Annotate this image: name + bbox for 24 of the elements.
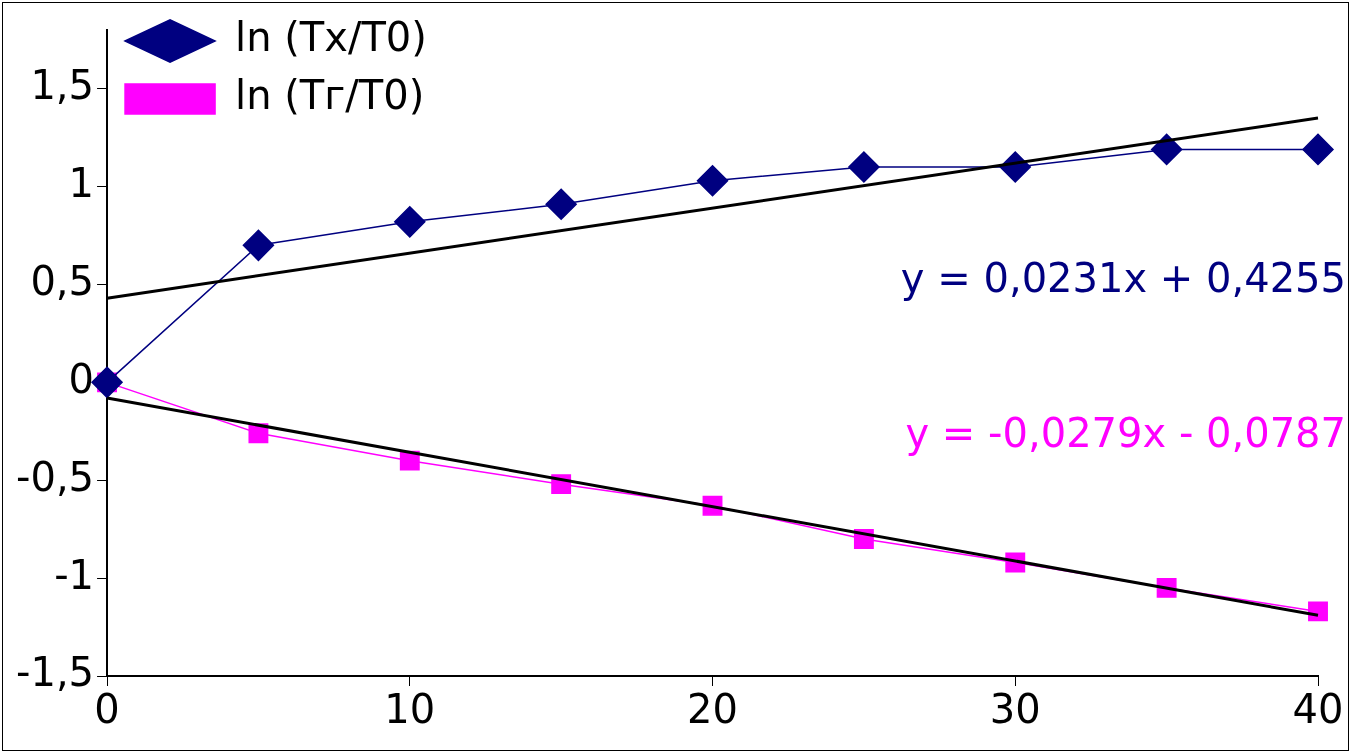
point [1150,133,1183,166]
point [91,366,123,399]
y-tick-label: 0,5 [30,257,95,304]
point [545,188,577,220]
x-tick-label: 40 [1292,686,1344,733]
y-tick-label: 1,5 [30,62,95,109]
legend-label: ln (Tг/T0) [235,72,425,119]
point [1302,133,1334,166]
point [848,151,880,183]
y-tick-label: 0 [68,355,95,402]
x-tick-label: 30 [989,686,1041,733]
point [696,164,729,197]
annotation: y = -0,0279x - 0,0787 [905,410,1346,457]
point [1308,601,1328,622]
point [394,206,426,238]
y-tick-label: -1,5 [16,649,95,696]
y-tick-label: -1 [54,551,95,598]
annotation: y = 0,0231x + 0,4255 [900,255,1346,302]
point [242,229,275,262]
y-tick-label: -0,5 [16,453,95,500]
legend-label: ln (Tx/T0) [235,14,427,61]
y-tick-label: 1 [68,160,95,206]
x-tick-label: 20 [687,686,738,733]
x-tick-label: 10 [384,686,436,733]
